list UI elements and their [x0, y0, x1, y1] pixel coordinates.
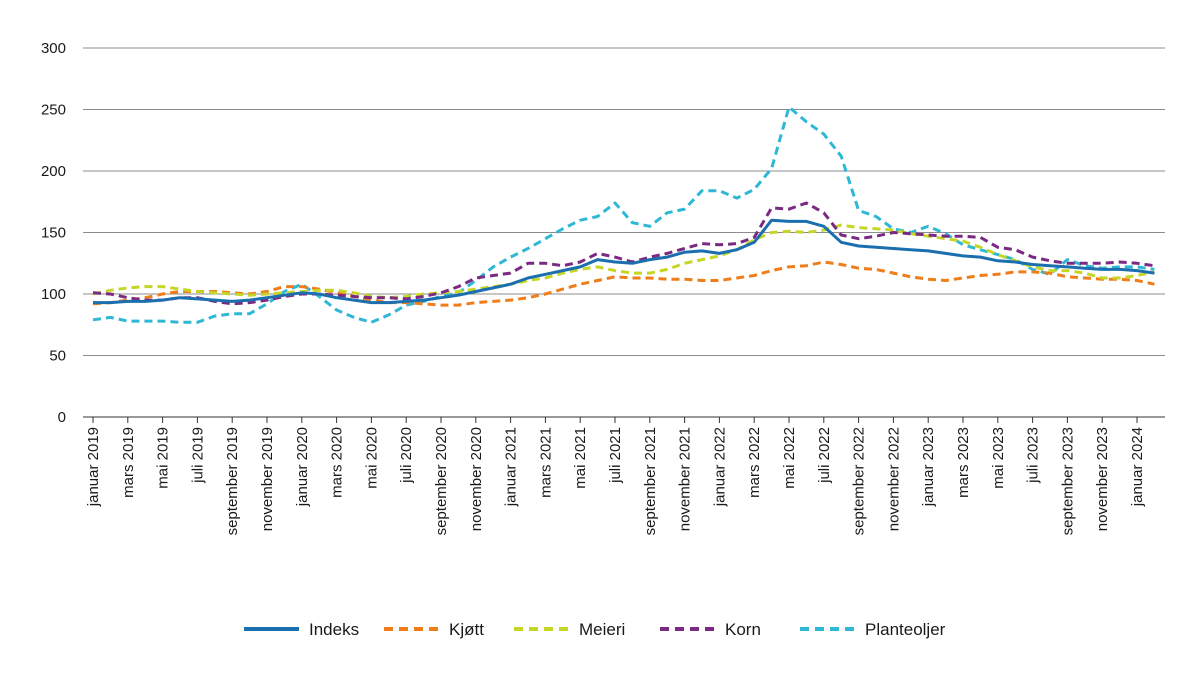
legend-label: Kjøtt: [449, 620, 484, 639]
x-tick-label: mars 2020: [329, 427, 346, 498]
x-tick-label: juli 2023: [1025, 427, 1042, 484]
y-tick-label: 150: [41, 225, 66, 242]
x-tick-label: mars 2021: [537, 427, 554, 498]
series-line-indeks: [93, 218, 1155, 305]
series-lines: [92, 105, 1155, 324]
x-tick-label: juli 2019: [189, 427, 206, 484]
x-tick-label: mars 2022: [746, 427, 763, 498]
y-axis: 0 50 100 150 200 250 300: [41, 40, 66, 426]
y-tick-label: 50: [49, 348, 66, 365]
x-tick-label: januar 2020: [294, 427, 311, 507]
x-tick-label: januar 2019: [85, 427, 102, 507]
x-tick-label: mai 2019: [155, 427, 172, 489]
y-tick-label: 100: [41, 286, 66, 303]
x-axis: januar 2019 mars 2019 mai 2019 juli 2019 sep…: [85, 417, 1146, 535]
x-tick-label: september 2023: [1059, 427, 1076, 535]
legend-label: Indeks: [309, 620, 359, 639]
x-tick-label: mai 2022: [781, 427, 798, 489]
x-tick-label: november 2021: [677, 427, 694, 531]
y-tick-label: 300: [41, 40, 66, 57]
x-tick-label: september 2020: [433, 427, 450, 535]
x-tick-label: november 2023: [1094, 427, 1111, 531]
x-tick-label: juli 2020: [398, 427, 415, 484]
x-tick-label: januar 2021: [503, 427, 520, 507]
x-tick-label: januar 2024: [1129, 427, 1146, 507]
legend-label: Meieri: [579, 620, 625, 639]
x-tick-label: november 2019: [259, 427, 276, 531]
legend: Indeks Kjøtt Meieri Korn Planteoljer: [244, 620, 946, 639]
x-tick-label: september 2022: [851, 427, 868, 535]
series-line-kjott: [92, 260, 1155, 307]
x-tick-label: juli 2021: [607, 427, 624, 484]
x-tick-label: mai 2020: [363, 427, 380, 489]
x-tick-label: september 2019: [224, 427, 241, 535]
x-tick-label: mai 2023: [990, 427, 1007, 489]
y-tick-label: 250: [41, 102, 66, 119]
gridlines: [83, 47, 1165, 418]
x-tick-label: januar 2023: [920, 427, 937, 507]
legend-label: Korn: [725, 620, 761, 639]
x-tick-label: januar 2022: [711, 427, 728, 507]
y-tick-label: 200: [41, 163, 66, 180]
legend-label: Planteoljer: [865, 620, 946, 639]
y-tick-label: 0: [58, 409, 66, 426]
series-line-planteoljer: [92, 105, 1155, 324]
x-tick-label: november 2020: [468, 427, 485, 531]
x-tick-label: september 2021: [642, 427, 659, 535]
series-line-meieri: [92, 223, 1155, 300]
x-tick-label: mars 2019: [120, 427, 137, 498]
x-tick-label: juli 2022: [816, 427, 833, 484]
x-tick-label: november 2022: [885, 427, 902, 531]
x-tick-label: mai 2021: [572, 427, 589, 489]
x-tick-label: mars 2023: [955, 427, 972, 498]
